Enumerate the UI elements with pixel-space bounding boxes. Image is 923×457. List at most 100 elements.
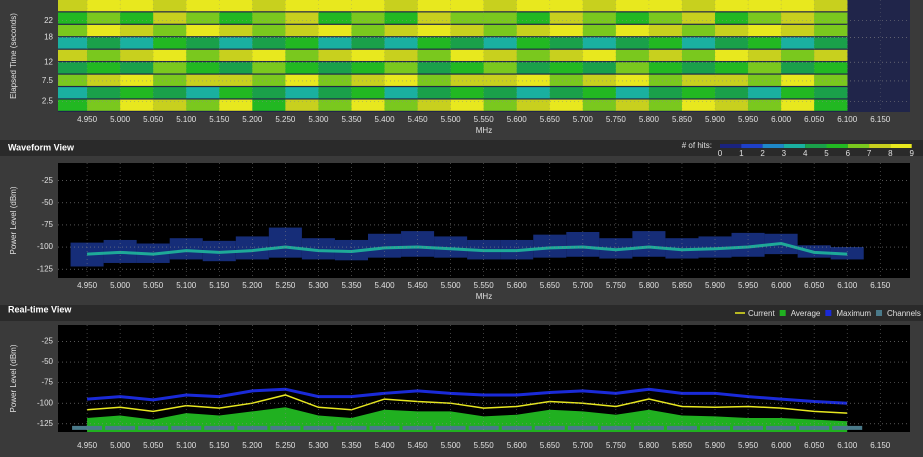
x-tick-label: 5.800 [639,441,660,450]
y-tick-label: -125 [37,419,54,428]
heat-cell [483,99,518,111]
x-tick-label: 5.950 [738,281,759,290]
x-tick-label: 5.550 [474,281,495,290]
heat-cell [384,37,418,49]
heat-cell [748,49,782,62]
legend-swatch [825,310,832,316]
heat-cell [219,37,253,49]
heat-cell [186,74,220,86]
x-tick-label: 5.100 [176,441,197,450]
heat-cell [648,24,683,37]
heat-cell [648,74,683,86]
heat-cell [781,37,815,49]
x-tick-label: 5.950 [738,115,759,124]
heat-cell [186,37,220,49]
x-tick-label: 5.800 [639,115,660,124]
heat-cell [781,0,815,12]
channel-mark [369,425,400,430]
x-tick-label: 5.150 [209,115,230,124]
heat-cell [87,37,121,49]
heat-cell [814,99,848,111]
y-tick-label: -100 [37,242,54,251]
heat-cell [681,12,716,24]
heat-cell [748,37,782,49]
heat-cell [285,12,319,24]
heat-cell [351,12,385,24]
heat-cell [285,49,319,62]
heat-cell [615,74,650,86]
heat-cell [648,0,683,12]
heat-cell [318,0,352,12]
y-tick-label: -100 [37,398,54,407]
x-tick-label: 6.100 [837,115,858,124]
x-tick-label: 5.600 [507,115,528,124]
x-tick-label: 5.200 [242,115,263,124]
heat-cell [186,62,220,74]
heat-cell [153,12,187,24]
channel-mark [799,425,830,430]
heat-cell [219,0,253,12]
x-tick-label: 5.450 [408,281,429,290]
y-axis-label: Elapsed Time (seconds) [9,13,18,99]
heat-cell [252,74,286,86]
heat-cell [219,74,253,86]
x-tick-label: 6.000 [771,115,792,124]
heat-cell [87,24,121,37]
heat-cell [153,74,187,86]
heat-cell [417,99,451,111]
channel-mark [105,425,136,430]
x-tick-label: 6.050 [804,441,825,450]
heat-cell [384,24,418,37]
x-tick-label: 5.550 [474,115,495,124]
channel-mark [171,425,202,430]
x-tick-label: 5.500 [441,115,462,124]
heat-cell [58,62,88,74]
heat-cell [219,12,253,24]
heat-cell [582,0,617,12]
heat-cell [615,49,650,62]
heat-cell [450,24,484,37]
hit-band [367,233,402,258]
y-tick-label: 2.5 [42,97,54,106]
channel-mark [138,425,169,430]
heat-cell [450,12,484,24]
heat-cell [384,49,418,62]
heat-cell [483,74,518,86]
heat-cell [814,0,848,12]
heat-cell [681,87,716,99]
heat-cell [417,74,451,86]
heat-cell [549,49,584,62]
channel-mark [402,425,433,430]
x-tick-label: 5.500 [441,441,462,450]
heat-cell [814,74,848,86]
x-tick-label: 5.850 [672,115,693,124]
heat-cell [351,74,385,86]
x-tick-label: 5.250 [275,115,296,124]
heat-cell [483,49,518,62]
hit-band [566,232,600,257]
channel-mark [666,425,697,430]
heat-cell [87,87,121,99]
heat-cell [285,37,319,49]
heat-cell [483,62,518,74]
heat-cell [153,49,187,62]
heat-cell [351,87,385,99]
legend-swatch [762,144,784,148]
heat-cell [483,87,518,99]
x-tick-label: 5.000 [110,115,131,124]
heat-cell [549,24,584,37]
channel-mark [435,425,466,430]
heat-cell [615,12,650,24]
x-tick-label: 5.900 [705,115,726,124]
heat-cell [781,99,815,111]
heat-cell [219,99,253,111]
heat-cell [582,37,617,49]
legend-swatch [826,144,848,148]
x-tick-label: 5.400 [375,441,396,450]
heat-cell [252,37,286,49]
x-tick-label: 6.000 [771,281,792,290]
heat-cell [748,24,782,37]
x-tick-label: 5.750 [606,441,627,450]
legend-tick: 3 [782,149,787,158]
heat-cell [252,0,286,12]
